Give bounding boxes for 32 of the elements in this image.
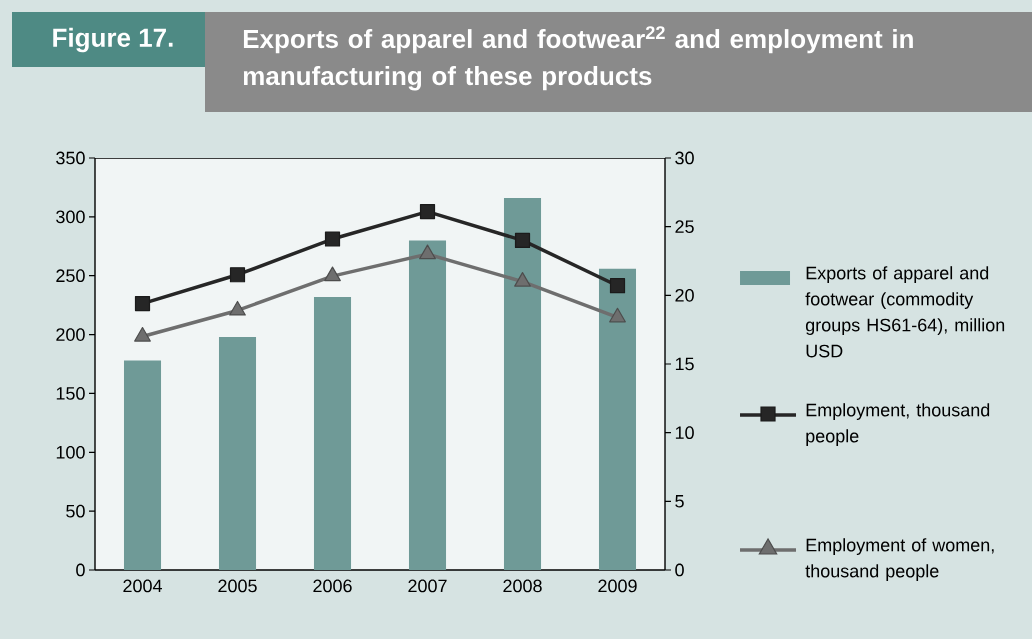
bar xyxy=(218,336,257,570)
bar xyxy=(313,296,352,570)
bar xyxy=(598,268,637,570)
y2-tick-label: 25 xyxy=(675,220,694,234)
y-tick-label: 0 xyxy=(76,563,85,577)
y2-tick-label: 10 xyxy=(675,426,694,440)
bar xyxy=(123,360,162,570)
x-tick-label: 2005 xyxy=(218,579,257,593)
y-tick-label: 250 xyxy=(56,269,85,283)
x-tick-label: 2007 xyxy=(408,579,447,593)
x-tick-label: 2008 xyxy=(503,579,542,593)
bar xyxy=(503,198,542,570)
bar xyxy=(408,240,447,570)
y2-tick-label: 30 xyxy=(675,151,694,165)
x-tick-label: 2004 xyxy=(123,579,162,593)
caption: Figure 17. xyxy=(53,27,173,53)
chart-title: Exports of apparel and footwear$^{22}$ and employment in manufacturing of these products xyxy=(243,26,913,91)
y2-tick-label: 20 xyxy=(675,288,694,302)
x-tick-label: 2006 xyxy=(313,579,352,593)
y-tick-label: 300 xyxy=(56,210,85,224)
y-tick-label: 200 xyxy=(56,328,85,341)
legend-label: Exports of apparel and footwear (commodity groups HS61-64), million USD xyxy=(805,266,1005,358)
y2-tick-label: 15 xyxy=(675,357,694,371)
legend-label: Employment of women, thousand people xyxy=(805,538,994,581)
y2-tick-label: 5 xyxy=(675,495,684,508)
y-tick-label: 50 xyxy=(66,504,85,518)
y-tick-label: 150 xyxy=(56,387,85,400)
y-tick-label: 350 xyxy=(56,151,85,165)
y-tick-label: 100 xyxy=(56,445,85,459)
legend-label: Employment, thousand people xyxy=(806,403,990,446)
y2-tick-label: 0 xyxy=(675,563,684,577)
x-tick-label: 2009 xyxy=(598,579,637,593)
